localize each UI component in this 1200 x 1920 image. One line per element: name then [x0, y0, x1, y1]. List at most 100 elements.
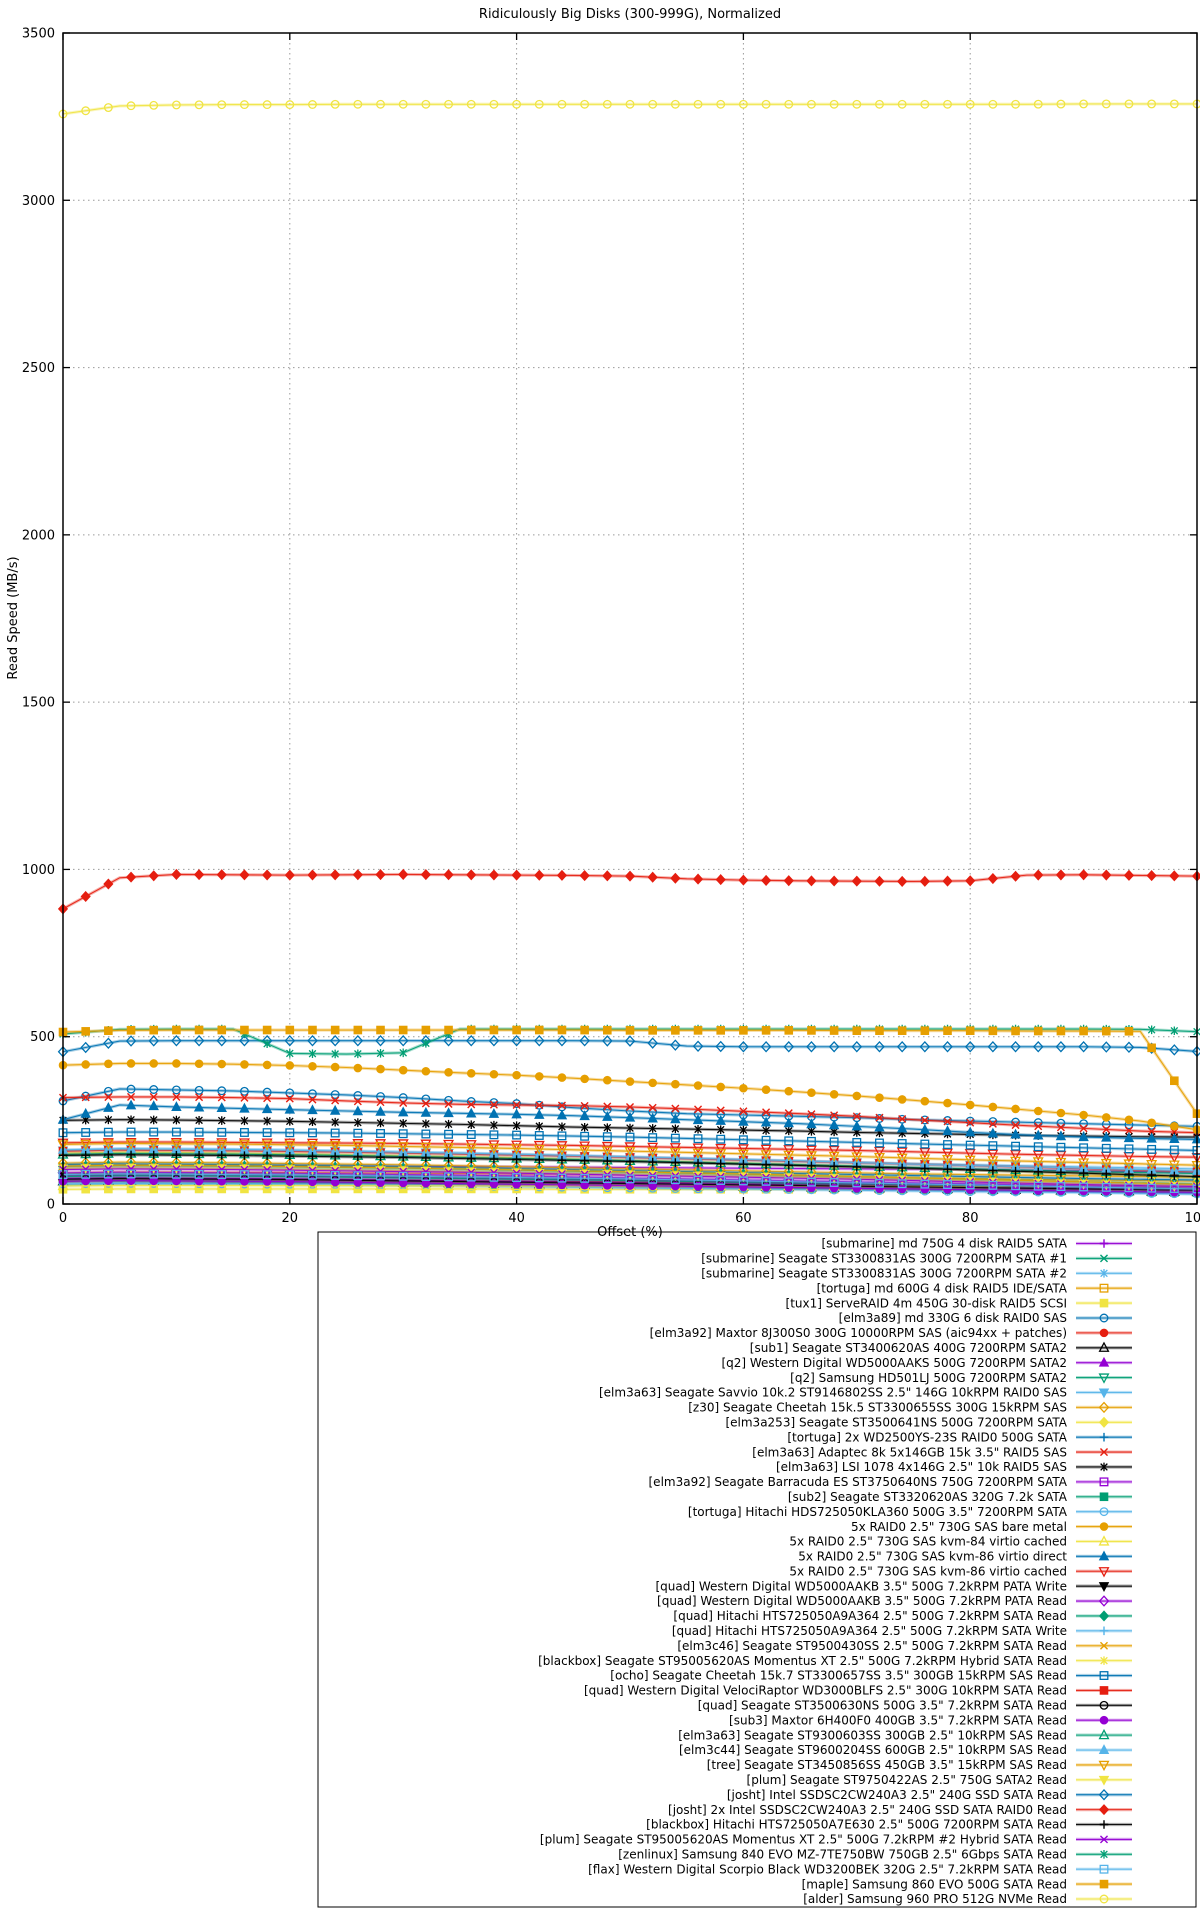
- legend-label: [quad] Western Digital VelociRaptor WD30…: [584, 1684, 1067, 1698]
- legend-item: 5x RAID0 2.5" 730G SAS bare metal: [851, 1520, 1132, 1534]
- marker-circle-open: [988, 99, 998, 109]
- marker-square-filled: [1170, 1076, 1179, 1086]
- legend-label: [maple] Samsung 860 EVO 500G SATA Read: [802, 1877, 1067, 1891]
- marker-triangle-up-filled: [103, 1102, 114, 1112]
- marker-square-open: [1099, 1283, 1109, 1293]
- marker-diamond-open: [465, 1034, 477, 1047]
- legend-item: [blackbox] Hitachi HTS725050A7E630 2.5" …: [646, 1818, 1132, 1832]
- marker-triangle-down-open: [873, 1153, 885, 1164]
- marker-diamond-open: [80, 1041, 91, 1054]
- marker-diamond-open: [715, 1040, 727, 1053]
- marker-diamond-open: [828, 1040, 840, 1053]
- marker-circle-open: [308, 1089, 317, 1099]
- marker-triangle-down-open: [760, 1144, 772, 1156]
- marker-circle-filled: [240, 1177, 249, 1186]
- series-43: [58, 1169, 1200, 1194]
- legend-label: [elm3c46] Seagate ST9500430SS 2.5" 500G …: [677, 1639, 1067, 1653]
- marker-square-filled: [648, 1026, 657, 1035]
- marker-circle-open: [648, 99, 658, 109]
- marker-asterisk: [716, 1125, 725, 1134]
- marker-cross: [1124, 1126, 1133, 1135]
- marker-triangle-down-open: [261, 1140, 273, 1151]
- marker-triangle-up-filled: [375, 1105, 386, 1116]
- legend-label: 5x RAID0 2.5" 730G SAS kvm-84 virtio cac…: [789, 1535, 1067, 1549]
- marker-plus: [1056, 1168, 1066, 1177]
- marker-square-filled: [965, 1026, 975, 1035]
- marker-asterisk: [331, 1049, 339, 1059]
- marker-diamond-open: [1123, 1041, 1135, 1054]
- legend-label: [elm3a63] Seagate ST9300603SS 300GB 2.5"…: [678, 1728, 1067, 1742]
- marker-circle-open: [943, 1116, 952, 1125]
- marker-asterisk: [603, 1123, 612, 1132]
- marker-circle-filled: [557, 1180, 567, 1190]
- marker-circle-filled: [376, 1178, 385, 1187]
- marker-cross: [1099, 1254, 1109, 1263]
- legend-item: [tux1] ServeRAID 4m 450G 30-disk RAID5 S…: [786, 1296, 1132, 1310]
- marker-square-filled: [398, 1025, 408, 1035]
- marker-diamond-filled: [171, 868, 182, 880]
- marker-diamond-open: [148, 1035, 160, 1047]
- marker-plus: [852, 1162, 862, 1172]
- marker-circle-open: [738, 99, 748, 109]
- marker-asterisk: [648, 1124, 657, 1133]
- marker-square-filled: [875, 1026, 884, 1035]
- marker-triangle-up-filled: [466, 1107, 477, 1118]
- marker-plus: [693, 1158, 703, 1168]
- marker-square-open: [376, 1129, 385, 1138]
- marker-square-filled: [217, 1025, 227, 1035]
- marker-square-open: [625, 1132, 635, 1142]
- series-44: [58, 1025, 1200, 1118]
- marker-square-open: [784, 1136, 794, 1146]
- marker-cross: [331, 1166, 340, 1175]
- marker-square-open: [1079, 1143, 1089, 1153]
- marker-plus: [308, 1152, 317, 1161]
- marker-cross: [1034, 1122, 1043, 1131]
- marker-diamond-open: [1078, 1040, 1089, 1053]
- marker-triangle-down-open: [919, 1154, 931, 1165]
- marker-asterisk: [263, 1116, 271, 1126]
- marker-triangle-down-open: [873, 1146, 885, 1158]
- marker-circle-open: [1099, 1894, 1109, 1904]
- marker-square-filled: [1033, 1026, 1043, 1036]
- marker-diamond-open: [216, 1034, 228, 1047]
- marker-triangle-down-open: [1123, 1159, 1135, 1170]
- marker-triangle-down-open: [1168, 1160, 1180, 1171]
- marker-triangle-up-filled: [806, 1118, 817, 1129]
- legend-item: [elm3a253] Seagate ST3500641NS 500G 7200…: [725, 1415, 1132, 1429]
- marker-circle-open: [897, 99, 907, 109]
- marker-circle-filled: [920, 1096, 930, 1106]
- marker-diamond-filled: [624, 870, 636, 882]
- marker-triangle-up-open: [125, 1179, 137, 1190]
- marker-asterisk: [807, 1127, 816, 1136]
- legend-label: [elm3a89] md 330G 6 disk RAID0 SAS: [839, 1311, 1067, 1325]
- marker-asterisk: [263, 1039, 271, 1048]
- marker-circle-filled: [1056, 1108, 1066, 1118]
- marker-square-open: [194, 1127, 204, 1137]
- marker-diamond-filled: [284, 869, 295, 881]
- marker-square-open: [625, 1174, 635, 1184]
- marker-circle-open: [217, 100, 227, 110]
- marker-triangle-down-open: [329, 1138, 341, 1150]
- legend-item: [sub1] Seagate ST3400620AS 400G 7200RPM …: [750, 1341, 1132, 1355]
- marker-plus: [784, 1160, 794, 1170]
- marker-diamond-open: [624, 1035, 636, 1047]
- marker-diamond-filled: [534, 869, 545, 881]
- marker-cross: [830, 1111, 839, 1120]
- marker-square-open: [171, 1127, 181, 1137]
- marker-diamond-open: [533, 1034, 545, 1047]
- series-30: [58, 1127, 1200, 1155]
- series-line: [62, 1141, 1198, 1158]
- marker-diamond-filled: [330, 869, 341, 881]
- marker-cross: [1099, 1835, 1109, 1844]
- marker-diamond-filled: [851, 875, 862, 887]
- marker-triangle-down-open: [102, 1138, 114, 1149]
- marker-circle-filled: [875, 1184, 884, 1193]
- marker-cross: [149, 1165, 158, 1174]
- marker-circle-open: [262, 1087, 272, 1097]
- marker-square-filled: [126, 1025, 136, 1035]
- marker-triangle-down-open: [533, 1144, 545, 1156]
- marker-cross: [353, 1097, 362, 1106]
- x-tick-label: 20: [282, 1211, 299, 1226]
- marker-square-open: [217, 1127, 227, 1137]
- legend-item: [q2] Samsung HD501LJ 500G 7200RPM SATA2: [790, 1371, 1132, 1385]
